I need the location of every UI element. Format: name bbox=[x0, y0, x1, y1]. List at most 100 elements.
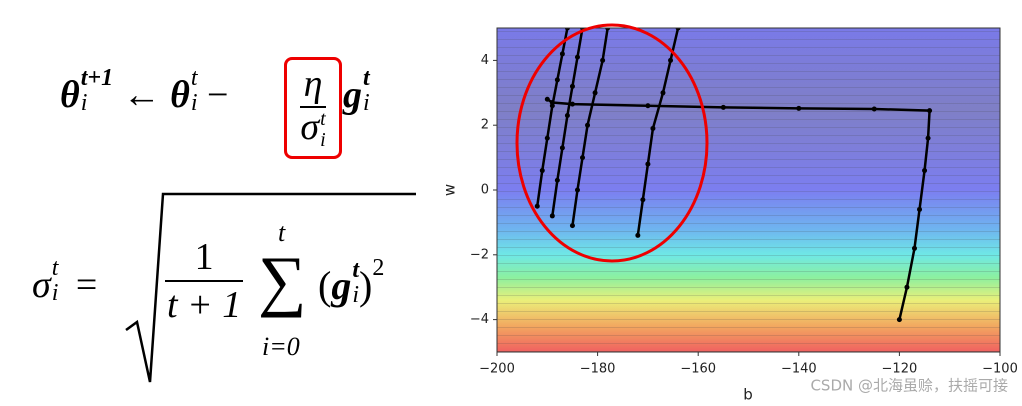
numerator: 1 bbox=[194, 236, 214, 278]
trajectory-point bbox=[796, 105, 802, 111]
chart: b w CSDN @北海虽赊，扶摇可接 −200 −180 −160 −140 −120… bbox=[441, 23, 1018, 404]
symbol: θ bbox=[170, 74, 190, 116]
watermark: CSDN @北海虽赊，扶摇可接 bbox=[810, 377, 1008, 395]
radical-sign bbox=[125, 192, 416, 383]
trajectory-point bbox=[559, 145, 565, 151]
x-tick-label: −200 bbox=[479, 362, 515, 377]
x-tick-label: −120 bbox=[882, 362, 918, 377]
x-axis-label: b bbox=[743, 386, 753, 404]
symbol: g bbox=[331, 263, 352, 308]
trajectory-point bbox=[574, 187, 580, 193]
trajectory-point bbox=[605, 28, 611, 31]
operator: = bbox=[75, 264, 98, 306]
trajectory-point bbox=[904, 284, 910, 290]
superscript: t+1 bbox=[80, 65, 114, 92]
trajectory-point bbox=[640, 197, 646, 203]
trajectory-point bbox=[675, 28, 681, 31]
y-axis-label: w bbox=[441, 184, 459, 196]
x-tick-label: −180 bbox=[580, 362, 616, 377]
trajectory-point bbox=[645, 103, 651, 109]
operator: ← bbox=[122, 74, 161, 116]
sum-lower: i=0 bbox=[262, 334, 300, 360]
fraction-block: 1 t + 1 bbox=[165, 236, 244, 326]
y-tick-label: 4 bbox=[481, 53, 489, 68]
paren: ) bbox=[359, 263, 373, 308]
trajectory-point bbox=[539, 168, 545, 174]
trajectory-point bbox=[592, 90, 598, 96]
trajectory-point bbox=[650, 125, 656, 131]
trajectory-point bbox=[660, 90, 666, 96]
radical bbox=[125, 192, 416, 383]
superscript: t bbox=[363, 65, 370, 92]
trajectory-point bbox=[668, 57, 674, 63]
sum: ∑ bbox=[258, 246, 306, 314]
trajectory-point bbox=[925, 135, 931, 141]
symbol: θ bbox=[60, 74, 80, 116]
scripts: t+1 i bbox=[80, 65, 114, 116]
trajectory-point bbox=[911, 245, 917, 251]
trajectory-point bbox=[896, 317, 902, 323]
trajectory-point bbox=[635, 232, 641, 238]
fraction: 1 t + 1 bbox=[165, 236, 244, 326]
y-tick-label: −2 bbox=[470, 247, 489, 262]
trajectory-point bbox=[559, 51, 565, 57]
trajectory-point bbox=[917, 206, 923, 212]
sum-upper-limit: t bbox=[278, 218, 286, 247]
y-tick-label: 0 bbox=[481, 183, 489, 198]
subscript: i bbox=[190, 90, 198, 117]
trajectory-point bbox=[534, 203, 540, 209]
trajectory-point bbox=[554, 77, 560, 83]
trajectory-point bbox=[554, 177, 560, 183]
fraction-bar bbox=[165, 280, 244, 282]
superscript: t bbox=[352, 256, 359, 283]
trajectory-point bbox=[569, 83, 575, 89]
symbol: σ bbox=[300, 105, 320, 148]
subscript: i bbox=[363, 90, 370, 117]
trajectory-point bbox=[645, 161, 651, 167]
trajectory-point bbox=[569, 101, 575, 107]
subscript: i bbox=[320, 129, 326, 152]
trajectory-point bbox=[549, 213, 555, 219]
squared-term: (g t i)2 bbox=[318, 256, 384, 308]
trajectory-point bbox=[871, 106, 877, 112]
superscript: t bbox=[320, 108, 326, 131]
numerator: η bbox=[303, 62, 323, 105]
trajectory-point bbox=[922, 168, 928, 174]
y-tick-label: −4 bbox=[470, 312, 489, 327]
trajectory-point bbox=[564, 28, 570, 31]
trajectory-point bbox=[927, 108, 933, 114]
sum-upper: t bbox=[278, 220, 285, 246]
trajectory-point bbox=[569, 223, 575, 229]
trajectory-point bbox=[544, 96, 550, 102]
exponent: 2 bbox=[372, 255, 385, 281]
trajectory-point bbox=[580, 155, 586, 161]
plot-area bbox=[534, 28, 933, 323]
superscript: t bbox=[51, 255, 59, 282]
trajectory-point bbox=[544, 135, 550, 141]
trajectory-point bbox=[549, 103, 555, 109]
symbol: σ bbox=[32, 264, 51, 306]
trajectory-point bbox=[720, 104, 726, 110]
sum-lower-limit: i=0 bbox=[262, 332, 300, 361]
paren: ( bbox=[318, 263, 332, 308]
denominator: t + 1 bbox=[167, 284, 242, 326]
fraction-bar bbox=[300, 105, 326, 108]
highlight-ellipse bbox=[515, 23, 709, 263]
x-tick-label: −140 bbox=[781, 362, 817, 377]
trajectory-point bbox=[564, 112, 570, 118]
contour-lines bbox=[497, 28, 1000, 352]
x-tick-label: −160 bbox=[680, 362, 716, 377]
sum-sign: ∑ bbox=[258, 242, 307, 318]
y-tick-label: 2 bbox=[481, 118, 489, 133]
